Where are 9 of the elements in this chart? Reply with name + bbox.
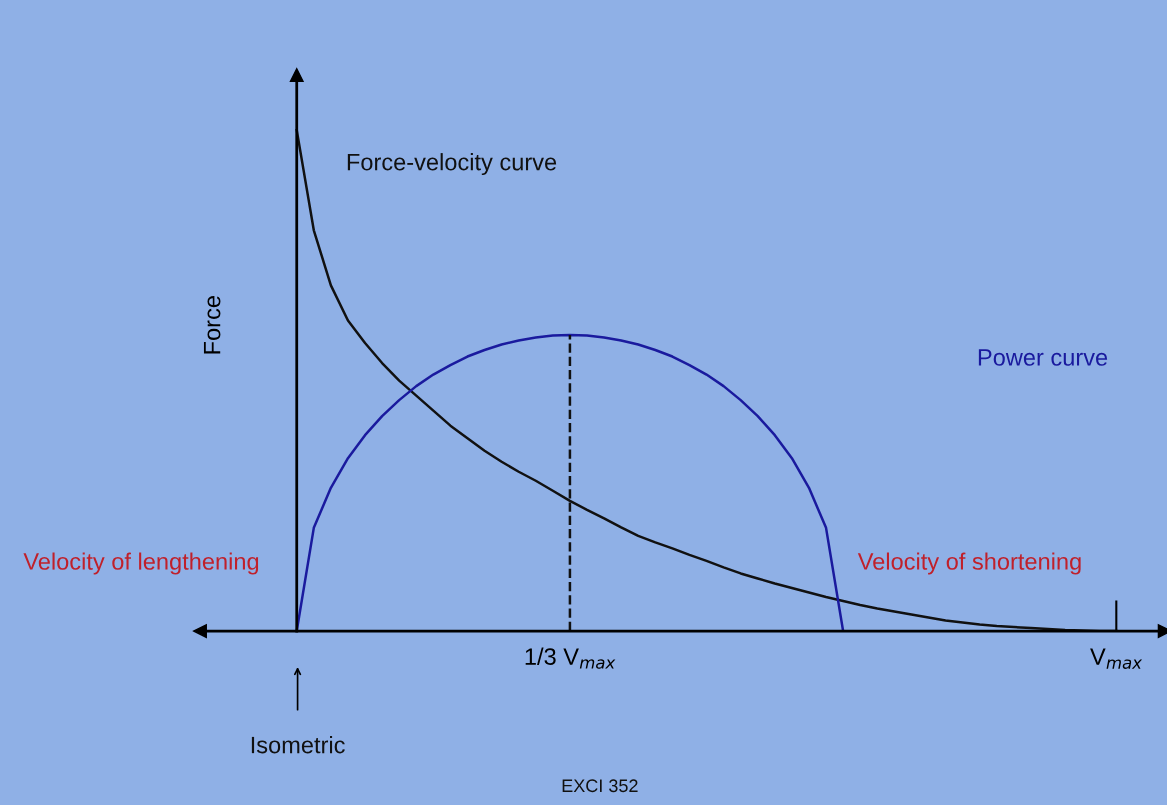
x-tick-label: V$_{max}$ xyxy=(1090,648,1143,669)
series-label: Force-velocity curve xyxy=(347,153,557,176)
x-tick-label: 1/3 V$_{max}$ xyxy=(525,647,616,669)
text: Power curve xyxy=(978,349,1108,366)
text: Velocity of lengthening xyxy=(23,552,259,575)
text: Isometric xyxy=(251,736,345,754)
annotation: Velocity of shortening xyxy=(857,552,1081,575)
text: EXCI 352 xyxy=(562,779,638,793)
y-axis-title: Force xyxy=(203,296,221,354)
